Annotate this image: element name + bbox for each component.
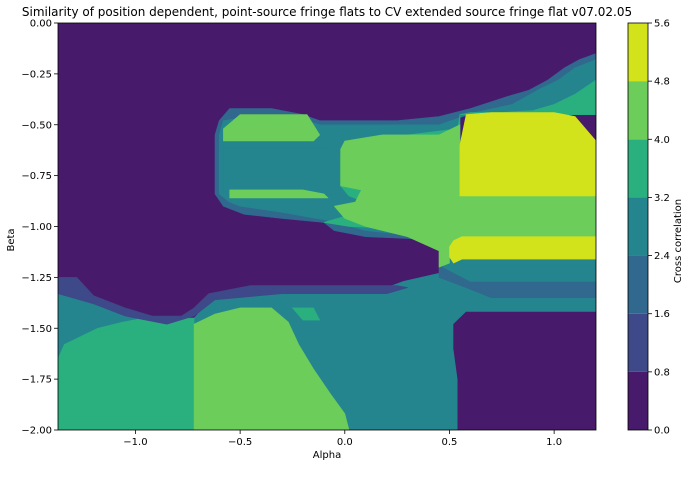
colorbar-tick-label: 0.0: [654, 426, 670, 437]
x-tick-label: 0.0: [337, 437, 353, 448]
contour-region-10: [223, 114, 321, 142]
x-axis-label: Alpha: [313, 450, 341, 461]
x-tick-label: −1.0: [123, 437, 147, 448]
colorbar-segment-5: [628, 81, 648, 140]
contour-region-1: [453, 311, 596, 430]
colorbar-tick-label: 4.0: [654, 135, 670, 146]
colorbar-tick-label: 1.6: [654, 309, 670, 320]
y-tick-label: 0.00: [30, 19, 52, 30]
contour-region-4: [292, 307, 321, 321]
contour-region-13: [459, 112, 596, 197]
y-tick-label: −2.00: [21, 426, 52, 437]
colorbar-tick-label: 2.4: [654, 251, 670, 262]
y-tick-label: −1.75: [21, 375, 52, 386]
colorbar-segment-1: [628, 313, 648, 372]
y-axis-label: Beta: [6, 228, 17, 251]
y-tick-label: −0.50: [21, 120, 52, 131]
colorbar-label: Cross correlation: [673, 199, 684, 283]
contour-regions: [58, 53, 596, 430]
colorbar-segment-0: [628, 371, 648, 430]
colorbar-tick-label: 3.2: [654, 193, 670, 204]
y-tick-label: −1.50: [21, 324, 52, 335]
chart-title: Similarity of position dependent, point-…: [22, 5, 632, 19]
contour-region-3: [193, 307, 350, 430]
y-axis: 0.00 −0.25 −0.50 −0.75 −1.00 −1.25 −1.50 −1.75 −…: [21, 19, 58, 437]
colorbar-segment-2: [628, 255, 648, 314]
colorbar-segment-6: [628, 23, 648, 82]
x-tick-label: 0.5: [442, 437, 458, 448]
colorbar-frame: [627, 22, 649, 431]
x-axis: −1.0 −0.5 0.0 0.5 1.0: [123, 430, 562, 448]
contour-region-14: [449, 236, 596, 264]
contour-region-9: [218, 148, 335, 195]
contour-region-12: [229, 189, 329, 199]
x-tick-label: 1.0: [546, 437, 562, 448]
colorbar-tick-label: 5.6: [654, 19, 670, 30]
plot-area: [57, 22, 597, 431]
y-tick-label: −0.75: [21, 171, 52, 182]
x-tick-label: −0.5: [228, 437, 252, 448]
colorbar-tick-label: 4.8: [654, 77, 670, 88]
colorbar-segment-3: [628, 197, 648, 256]
y-tick-label: −1.25: [21, 273, 52, 284]
colorbar: 0.0 0.8 1.6 2.4 3.2 4.0 4.8 5.6: [627, 19, 670, 437]
colorbar-tick-label: 0.8: [654, 367, 670, 378]
y-tick-label: −1.00: [21, 222, 52, 233]
contour-region-5: [58, 277, 408, 325]
y-tick-label: −0.25: [21, 69, 52, 80]
colorbar-segment-4: [628, 139, 648, 198]
